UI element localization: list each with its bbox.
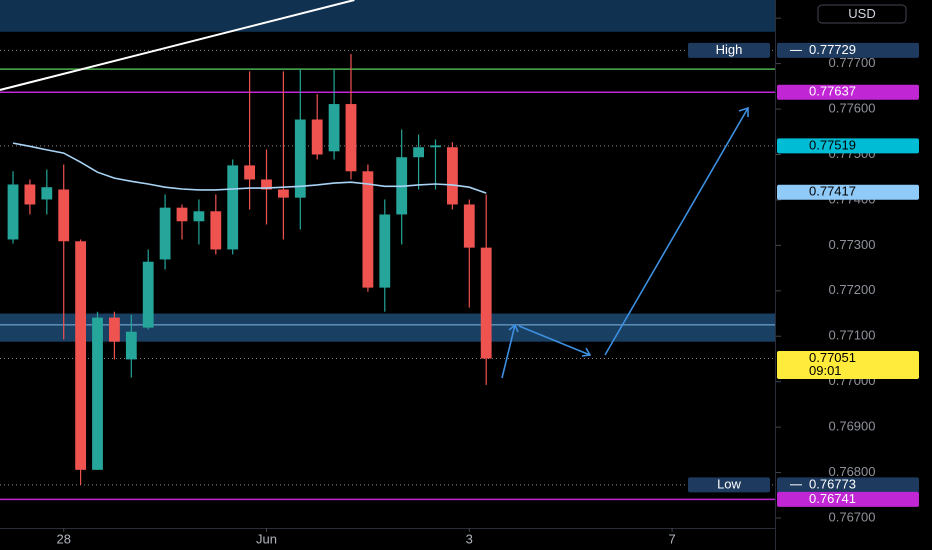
projection-line	[604, 107, 749, 356]
candle-body	[345, 104, 357, 172]
price-label: 0.77519	[809, 137, 856, 152]
candle-body	[277, 189, 289, 198]
price-label-box	[777, 477, 919, 493]
price-label-box	[777, 84, 919, 100]
price-label-box	[777, 491, 919, 507]
candle-body	[311, 119, 323, 155]
candle-body	[294, 119, 306, 198]
candle-body	[159, 207, 171, 260]
trendline	[0, 0, 355, 91]
candle-body	[7, 184, 19, 240]
price-label: 0.76773	[809, 476, 856, 491]
candle-body	[446, 147, 458, 205]
candle-body	[413, 147, 425, 158]
candle-body	[193, 211, 205, 222]
candle-body	[176, 207, 188, 222]
currency-label: USD	[848, 6, 875, 21]
y-tick-label: 0.77300	[829, 237, 876, 252]
candle-body	[92, 317, 103, 470]
candle-body	[463, 204, 475, 248]
plot-area	[0, 0, 775, 501]
candle-body	[244, 165, 256, 180]
price-label-box	[777, 138, 919, 154]
candle-body	[362, 171, 374, 288]
y-tick-label: 0.76800	[829, 464, 876, 479]
arrow-head	[508, 323, 519, 333]
candle-body	[41, 187, 53, 200]
tag-box	[688, 42, 770, 58]
candle-body	[75, 241, 87, 470]
price-axis: 28 Jun 3 70.767000.768000.769000.770000.771…	[56, 10, 919, 546]
x-tick-label: 28	[56, 531, 70, 546]
candle-body	[109, 317, 120, 342]
tag-label: Low	[717, 476, 741, 491]
y-tick-label: 0.76700	[829, 509, 876, 524]
x-tick-label: 7	[668, 531, 675, 546]
projection-drawing	[501, 106, 749, 379]
zone	[0, 0, 775, 32]
currency-box	[817, 4, 907, 24]
candle-body	[210, 211, 222, 250]
candle-body	[227, 165, 239, 250]
arrow-head	[581, 347, 592, 357]
moving-average	[12, 142, 487, 194]
price-label-box	[777, 351, 919, 380]
price-label: 0.77637	[809, 84, 856, 99]
tag-label: High	[716, 42, 743, 57]
candle-body	[480, 247, 492, 359]
candle-body	[142, 261, 154, 328]
tag-box	[688, 477, 770, 493]
candle-body	[430, 145, 441, 148]
candle-body	[24, 184, 36, 205]
price-label: 0.77051	[809, 350, 856, 365]
candle-body	[261, 179, 272, 190]
x-tick-label: Jun	[256, 531, 277, 546]
price-label-box	[777, 184, 919, 200]
projection-line	[501, 324, 516, 379]
price-label: 0.77417	[809, 184, 856, 199]
price-label: 0.76741	[809, 491, 856, 506]
candle-body	[379, 214, 391, 288]
projection-line	[518, 325, 591, 356]
y-tick-label: 0.77600	[829, 100, 876, 115]
arrow-head	[738, 106, 749, 117]
y-tick-label: 0.77200	[829, 282, 876, 297]
y-tick-label: 0.76900	[829, 419, 876, 434]
candle-body	[125, 331, 137, 360]
price-label: 0.77729	[809, 42, 856, 57]
countdown-label: 09:01	[809, 363, 842, 378]
price-label-box	[777, 42, 919, 58]
x-tick-label: 3	[466, 531, 473, 546]
y-tick-label: 0.77700	[829, 55, 876, 70]
candle-body	[58, 189, 70, 242]
candle-body	[328, 104, 340, 152]
y-tick-label: 0.77100	[829, 328, 876, 343]
